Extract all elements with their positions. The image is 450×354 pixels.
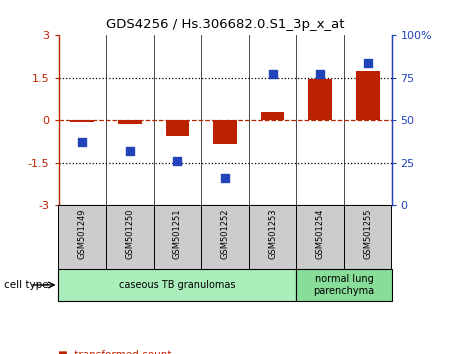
Text: GSM501252: GSM501252 bbox=[220, 209, 230, 259]
Text: caseous TB granulomas: caseous TB granulomas bbox=[119, 280, 236, 290]
Text: GSM501250: GSM501250 bbox=[126, 209, 135, 259]
Bar bbox=[356, 71, 380, 120]
Point bbox=[126, 148, 134, 154]
Point bbox=[269, 72, 276, 77]
Bar bbox=[166, 120, 189, 136]
Bar bbox=[213, 120, 237, 144]
Bar bbox=[58, 205, 106, 269]
Point bbox=[364, 60, 371, 65]
Bar bbox=[297, 269, 392, 301]
Bar bbox=[297, 205, 344, 269]
Bar bbox=[70, 120, 94, 122]
Bar bbox=[261, 113, 284, 120]
Title: GDS4256 / Hs.306682.0.S1_3p_x_at: GDS4256 / Hs.306682.0.S1_3p_x_at bbox=[106, 18, 344, 32]
Point bbox=[316, 72, 324, 77]
Bar bbox=[308, 79, 332, 120]
Text: GSM501254: GSM501254 bbox=[315, 209, 324, 259]
Text: ■  transformed count: ■ transformed count bbox=[58, 350, 172, 354]
Bar bbox=[118, 120, 142, 124]
Bar bbox=[201, 205, 249, 269]
Bar bbox=[344, 205, 392, 269]
Text: GSM501251: GSM501251 bbox=[173, 209, 182, 259]
Bar bbox=[153, 205, 201, 269]
Bar bbox=[249, 205, 297, 269]
Point bbox=[79, 139, 86, 145]
Text: GSM501253: GSM501253 bbox=[268, 209, 277, 259]
Text: GSM501255: GSM501255 bbox=[363, 209, 372, 259]
Point bbox=[221, 175, 229, 181]
Bar bbox=[106, 205, 153, 269]
Text: normal lung
parenchyma: normal lung parenchyma bbox=[313, 274, 374, 296]
Text: cell type: cell type bbox=[4, 280, 49, 290]
Text: GSM501249: GSM501249 bbox=[78, 209, 87, 259]
Bar bbox=[58, 269, 297, 301]
Point bbox=[174, 158, 181, 164]
